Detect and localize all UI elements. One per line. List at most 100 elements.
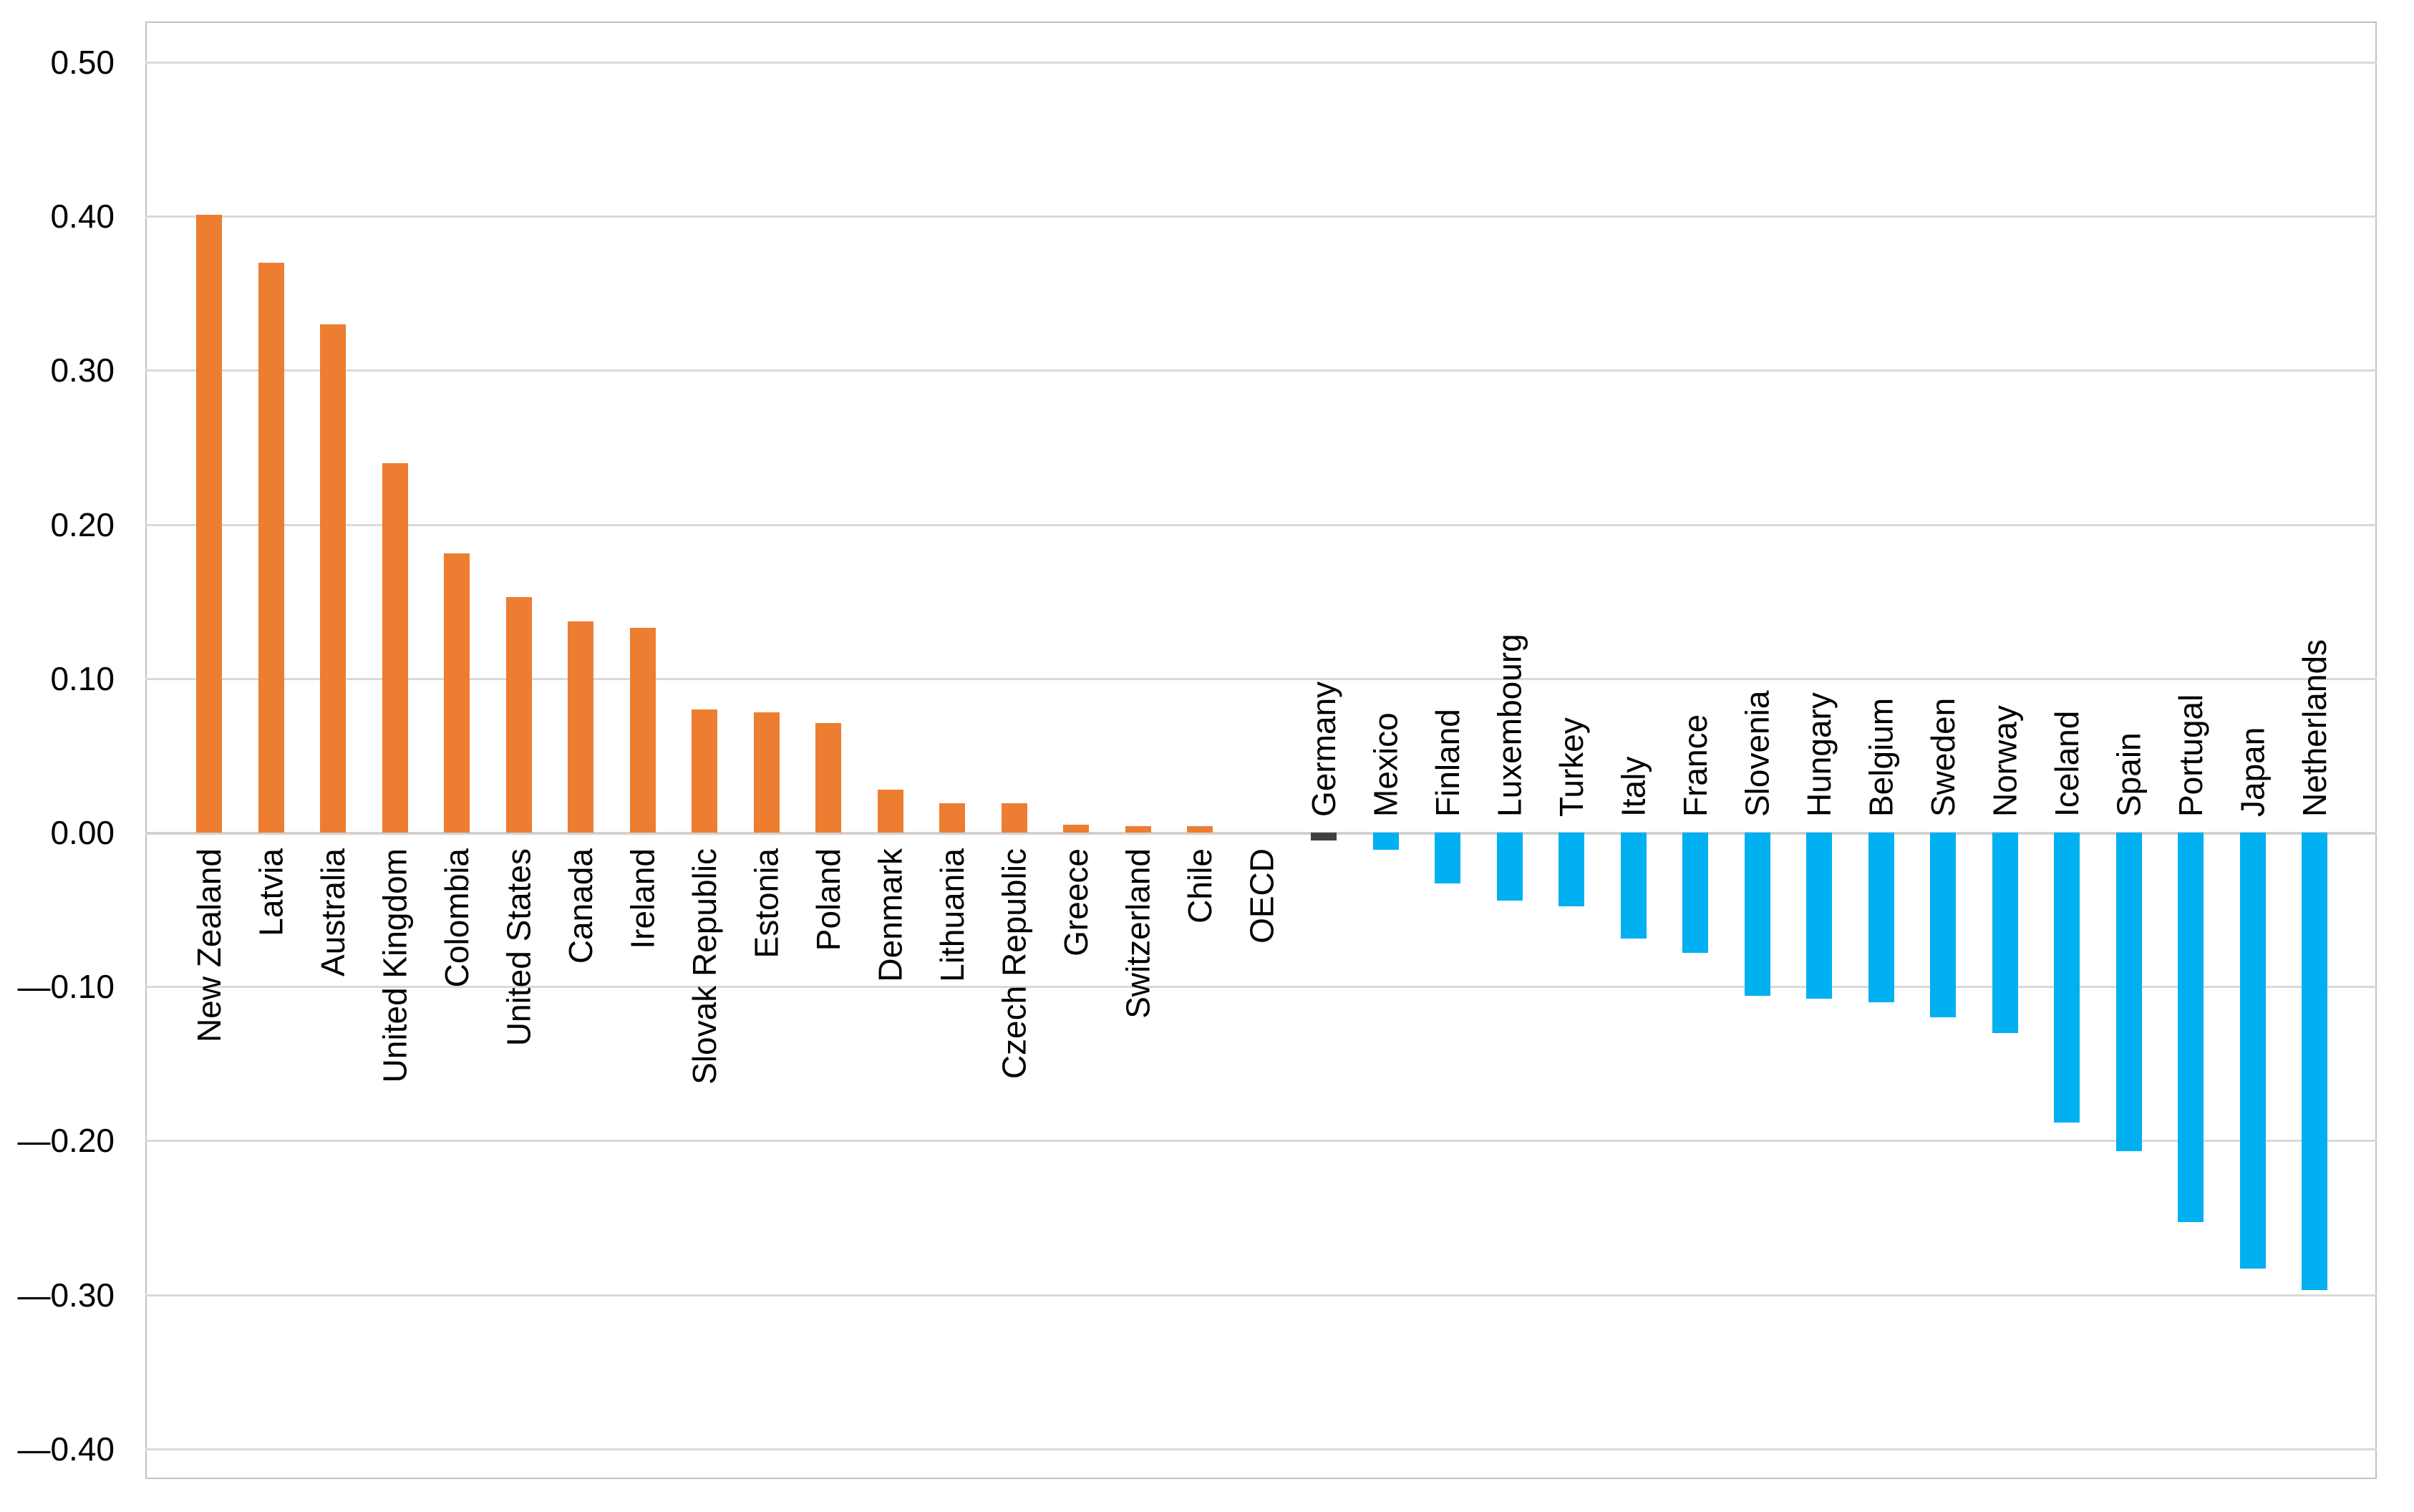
category-label-germany: Germany	[1305, 682, 1342, 817]
category-label-text: Hungary	[1800, 692, 1838, 817]
y-axis-tick-label: —0.20	[17, 1122, 115, 1159]
category-label-belgium: Belgium	[1862, 697, 1900, 817]
category-label-ireland: Ireland	[624, 747, 661, 949]
y-axis-tick-label: —0.10	[17, 968, 115, 1005]
category-label-text: Italy	[1614, 756, 1652, 817]
bar-poland	[815, 723, 841, 833]
bar-turkey	[1559, 833, 1584, 906]
bar-latvia	[258, 263, 284, 833]
category-label-united-states: United States	[500, 651, 538, 1046]
category-label-japan: Japan	[2234, 727, 2272, 817]
bar-ireland	[629, 628, 656, 833]
category-label-text: Slovak Republic	[686, 848, 723, 1085]
category-label-text: Australia	[314, 848, 352, 976]
bar-italy	[1620, 833, 1647, 939]
bar-chile	[1187, 826, 1213, 833]
gridline-0.30	[145, 369, 2377, 372]
gridline-0.10	[145, 678, 2377, 680]
bar-slovenia	[1744, 833, 1770, 996]
bar-estonia	[753, 712, 780, 833]
category-label-text: Spain	[2110, 732, 2148, 817]
category-label-text: Luxembourg	[1490, 634, 1528, 817]
y-axis-tick-label: —0.40	[17, 1430, 115, 1468]
category-label-italy: Italy	[1614, 756, 1652, 817]
bar-czech-republic	[1001, 803, 1027, 833]
bar-iceland	[2054, 833, 2080, 1123]
bar-canada	[568, 621, 593, 833]
category-label-text: Japan	[2234, 727, 2272, 817]
category-label-finland: Finland	[1429, 709, 1466, 817]
bar-luxembourg	[1496, 833, 1523, 901]
bar-greece	[1063, 825, 1089, 833]
y-axis-tick-label: 0.50	[50, 44, 115, 81]
category-label-turkey: Turkey	[1553, 717, 1590, 817]
category-label-australia: Australia	[314, 720, 352, 976]
category-label-text: Ireland	[624, 848, 661, 949]
category-label-greece: Greece	[1057, 740, 1095, 956]
category-label-norway: Norway	[1987, 705, 2024, 817]
bar-denmark	[877, 790, 903, 833]
bar-lithuania	[939, 803, 965, 833]
category-label-switzerland: Switzerland	[1120, 678, 1157, 1019]
category-label-netherlands: Netherlands	[2296, 639, 2333, 817]
category-label-text: OECD	[1243, 848, 1281, 944]
y-axis-tick-label: —0.30	[17, 1276, 115, 1314]
bar-switzerland	[1125, 826, 1151, 833]
category-label-text: Belgium	[1862, 697, 1900, 817]
category-label-colombia: Colombia	[438, 709, 475, 987]
category-label-sweden: Sweden	[1924, 697, 1962, 817]
category-label-text: Poland	[810, 848, 847, 951]
category-label-estonia: Estonia	[748, 739, 785, 958]
category-label-text: Latvia	[252, 848, 290, 936]
bar-mexico	[1372, 833, 1399, 850]
category-label-text: Colombia	[438, 848, 475, 988]
gridline-0.40	[145, 215, 2377, 218]
category-label-luxembourg: Luxembourg	[1490, 634, 1528, 817]
category-label-hungary: Hungary	[1800, 692, 1838, 817]
category-label-latvia: Latvia	[253, 760, 290, 936]
category-label-text: Denmark	[871, 848, 909, 982]
category-label-oecd: OECD	[1244, 753, 1281, 944]
category-label-text: Iceland	[2048, 710, 2085, 817]
bar-finland	[1435, 833, 1460, 883]
category-label-text: Portugal	[2172, 694, 2209, 817]
bar-france	[1682, 833, 1708, 953]
category-label-text: Czech Republic	[995, 848, 1033, 1080]
category-label-text: Estonia	[747, 848, 785, 959]
bar-hungary	[1806, 833, 1832, 999]
bar-norway	[1992, 833, 2018, 1033]
plot-area	[145, 21, 2377, 1479]
category-label-canada: Canada	[562, 733, 599, 964]
bar-united-states	[505, 597, 532, 833]
category-label-text: Sweden	[1924, 697, 1962, 817]
category-label-text: United Kingdom	[376, 848, 414, 1083]
category-label-denmark: Denmark	[872, 714, 909, 982]
bar-portugal	[2178, 833, 2204, 1222]
category-label-slovenia: Slovenia	[1738, 690, 1776, 817]
category-label-chile: Chile	[1181, 773, 1218, 924]
category-label-text: Chile	[1181, 848, 1218, 924]
category-label-text: Finland	[1429, 709, 1466, 817]
bar-colombia	[444, 553, 470, 833]
bar-japan	[2239, 833, 2266, 1269]
category-label-text: Greece	[1057, 848, 1095, 956]
category-label-czech-republic: Czech Republic	[996, 618, 1033, 1079]
category-label-france: France	[1677, 714, 1714, 817]
category-label-portugal: Portugal	[2172, 694, 2209, 817]
bar-germany	[1311, 833, 1337, 840]
gridline-0.50	[145, 62, 2377, 64]
gridline-0.00	[145, 832, 2377, 835]
category-label-text: Canada	[562, 848, 599, 964]
category-label-spain: Spain	[2110, 732, 2148, 817]
y-axis-tick-label: 0.40	[50, 198, 115, 235]
bar-united-kingdom	[382, 463, 408, 833]
bar-slovak-republic	[692, 709, 717, 833]
category-label-poland: Poland	[810, 746, 847, 951]
category-label-text: Netherlands	[2296, 639, 2333, 817]
category-label-text: Slovenia	[1738, 690, 1776, 817]
category-label-new-zealand: New Zealand	[190, 654, 228, 1042]
category-label-iceland: Iceland	[2048, 710, 2085, 817]
gridline-—0.20	[145, 1140, 2377, 1142]
category-label-text: Turkey	[1553, 717, 1590, 817]
